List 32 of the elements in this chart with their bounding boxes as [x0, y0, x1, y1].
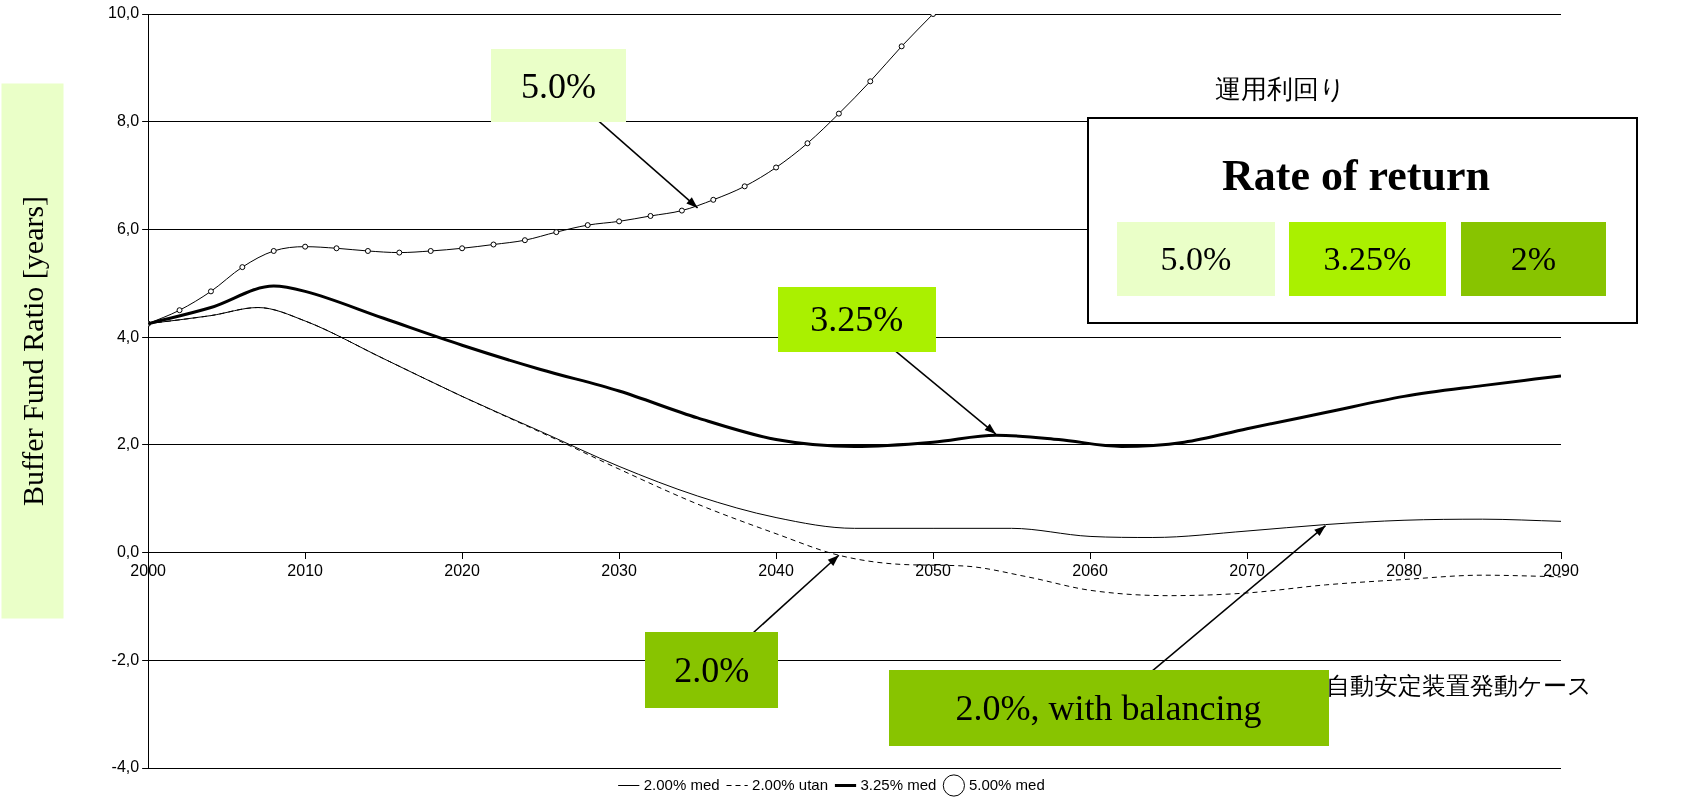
x-tick-label: 2020 — [444, 561, 481, 579]
callout-box: 5.0% — [491, 49, 627, 123]
y-tick-label: 6,0 — [116, 219, 140, 237]
y-axis-title: Buffer Fund Ratio [years] — [1, 83, 64, 619]
x-tick-label: 2030 — [601, 561, 637, 579]
y-tick-label: 4,0 — [116, 327, 140, 345]
x-tick-label: 2050 — [915, 561, 951, 579]
legend-label: 5.00% med — [968, 775, 1045, 793]
y-tick-label: -2,0 — [111, 650, 140, 668]
legend-label: 3.25% med — [860, 775, 937, 793]
callout-box: 2.0%, with balancing — [888, 669, 1329, 746]
annotation: 運用利回り — [1215, 73, 1346, 106]
legend-label: 2.00% utan — [752, 775, 829, 793]
y-tick-label: 0,0 — [116, 542, 140, 560]
callout-box: 2.0% — [645, 632, 779, 709]
x-tick-label: 2080 — [1386, 561, 1422, 579]
annotation: 2% — [1461, 222, 1606, 296]
y-tick-label: 8,0 — [116, 112, 140, 130]
x-tick-label: 2070 — [1229, 561, 1265, 579]
x-tick-label: 2060 — [1072, 561, 1108, 579]
callout-box: 3.25% — [777, 286, 936, 352]
annotation: 3.25% — [1289, 222, 1446, 296]
y-tick-label: -4,0 — [111, 758, 140, 776]
annotation: 5.0% — [1117, 222, 1275, 296]
x-tick-label: 2040 — [758, 561, 794, 579]
annotation: 自動安定装置発動ケース — [1326, 671, 1592, 701]
y-tick-label: 2,0 — [116, 435, 140, 453]
x-tick-label: 2010 — [287, 561, 324, 579]
annotation: Rate of return — [1222, 150, 1490, 201]
y-tick-label: 10,0 — [108, 4, 140, 22]
x-tick-label: 2090 — [1543, 561, 1579, 579]
legend-label: 2.00% med — [643, 775, 720, 793]
